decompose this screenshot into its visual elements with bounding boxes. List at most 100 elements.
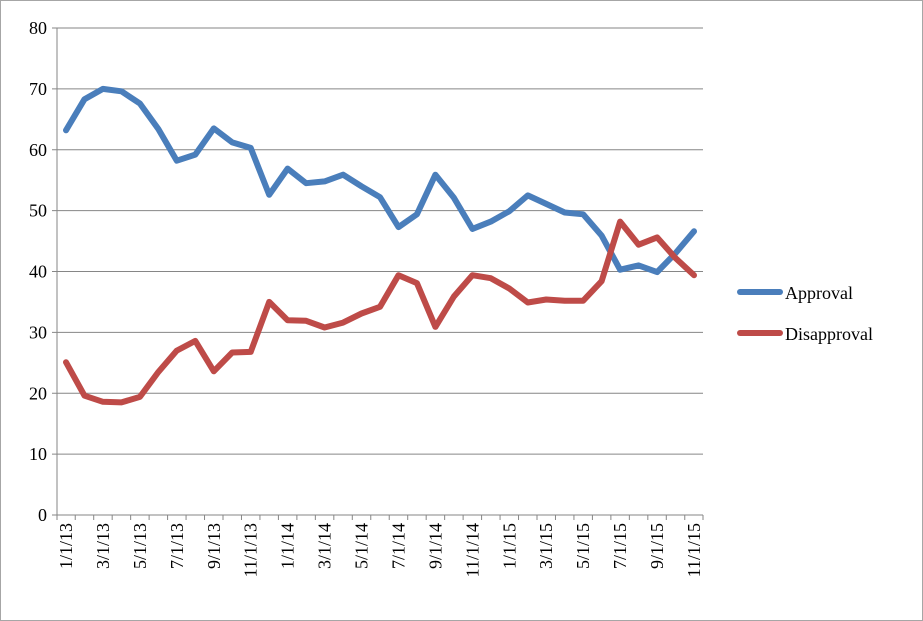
data-point-approval <box>194 154 196 156</box>
data-point-approval <box>453 197 455 199</box>
data-point-approval <box>471 228 473 230</box>
legend: Approval Disapproval <box>737 283 873 344</box>
x-tick-label: 11/1/13 <box>241 523 261 577</box>
data-point-approval <box>564 211 566 213</box>
data-point-approval <box>490 221 492 223</box>
data-point-approval <box>65 129 67 131</box>
y-tick-label: 80 <box>29 18 47 38</box>
data-point-disapproval <box>231 351 233 353</box>
data-point-approval <box>545 203 547 205</box>
data-point-disapproval <box>176 350 178 352</box>
y-tick-label: 20 <box>29 383 47 403</box>
data-point-disapproval <box>324 327 326 329</box>
data-point-approval <box>656 271 658 273</box>
data-point-disapproval <box>656 236 658 238</box>
x-tick-label: 7/1/14 <box>388 523 408 569</box>
x-tick-label: 1/1/13 <box>56 523 76 569</box>
data-point-disapproval <box>471 274 473 276</box>
data-point-approval <box>619 269 621 271</box>
x-tick-label: 3/1/14 <box>315 523 335 569</box>
data-point-disapproval <box>582 300 584 302</box>
data-point-approval <box>305 182 307 184</box>
x-tick-label: 9/1/13 <box>204 523 224 569</box>
data-point-disapproval <box>675 257 677 259</box>
data-point-disapproval <box>638 244 640 246</box>
data-point-disapproval <box>157 371 159 373</box>
data-point-disapproval <box>305 320 307 322</box>
data-point-approval <box>83 98 85 100</box>
series-lines <box>63 85 697 406</box>
data-point-disapproval <box>397 274 399 276</box>
axes: 0 10 20 30 40 50 60 70 80 1/1/13 3/1/13 5/1/13 7/1/1… <box>29 18 704 577</box>
data-point-approval <box>638 264 640 266</box>
x-tick-label: 3/1/15 <box>536 523 556 569</box>
series-line-disapproval <box>63 218 697 406</box>
data-point-disapproval <box>139 396 141 398</box>
data-point-approval <box>342 174 344 176</box>
data-point-approval <box>157 128 159 130</box>
x-tick-label: 11/1/15 <box>684 523 704 577</box>
data-point-disapproval <box>434 326 436 328</box>
legend-label-disapproval: Disapproval <box>785 324 873 344</box>
data-point-disapproval <box>601 280 603 282</box>
data-point-disapproval <box>416 282 418 284</box>
x-tick-label: 1/1/14 <box>278 523 298 569</box>
data-point-disapproval <box>250 351 252 353</box>
data-point-approval <box>231 141 233 143</box>
y-tick-label: 50 <box>29 201 47 221</box>
data-point-disapproval <box>287 319 289 321</box>
data-point-disapproval <box>545 299 547 301</box>
gridlines <box>57 27 703 455</box>
y-tick-label: 70 <box>29 79 47 99</box>
data-point-approval <box>250 147 252 149</box>
data-point-approval <box>582 213 584 215</box>
y-tick-label: 60 <box>29 140 47 160</box>
data-point-approval <box>379 196 381 198</box>
x-tick-label: 5/1/15 <box>573 523 593 569</box>
data-point-approval <box>102 88 104 90</box>
series-line-approval <box>63 85 697 276</box>
data-point-disapproval <box>619 221 621 223</box>
data-point-disapproval <box>453 295 455 297</box>
data-point-approval <box>508 210 510 212</box>
data-point-disapproval <box>120 401 122 403</box>
data-point-disapproval <box>65 361 67 363</box>
data-point-approval <box>324 180 326 182</box>
data-point-disapproval <box>527 302 529 304</box>
data-point-approval <box>416 213 418 215</box>
data-point-disapproval <box>268 301 270 303</box>
data-point-disapproval <box>102 401 104 403</box>
x-tick-label: 7/1/15 <box>610 523 630 569</box>
data-point-approval <box>268 194 270 196</box>
data-point-approval <box>139 102 141 104</box>
data-point-approval <box>287 168 289 170</box>
data-point-approval <box>434 174 436 176</box>
data-point-approval <box>693 230 695 232</box>
data-point-disapproval <box>342 322 344 324</box>
y-tick-label: 10 <box>29 444 47 464</box>
x-tick-label: 5/1/14 <box>352 523 372 569</box>
data-point-disapproval <box>564 300 566 302</box>
data-point-approval <box>176 160 178 162</box>
legend-label-approval: Approval <box>785 283 853 303</box>
x-tick-label: 1/1/15 <box>499 523 519 569</box>
data-point-disapproval <box>508 288 510 290</box>
data-point-approval <box>213 127 215 129</box>
data-point-approval <box>361 185 363 187</box>
data-point-approval <box>397 226 399 228</box>
data-point-disapproval <box>213 370 215 372</box>
data-point-disapproval <box>379 306 381 308</box>
data-point-disapproval <box>490 277 492 279</box>
x-tick-label: 7/1/13 <box>167 523 187 569</box>
y-tick-label: 30 <box>29 322 47 342</box>
y-tick-label: 0 <box>38 505 47 525</box>
x-tick-label: 3/1/13 <box>93 523 113 569</box>
data-point-approval <box>527 194 529 196</box>
data-point-disapproval <box>693 274 695 276</box>
x-tick-label: 9/1/14 <box>425 523 445 569</box>
x-tick-label: 5/1/13 <box>130 523 150 569</box>
data-point-approval <box>120 90 122 92</box>
data-point-disapproval <box>194 340 196 342</box>
